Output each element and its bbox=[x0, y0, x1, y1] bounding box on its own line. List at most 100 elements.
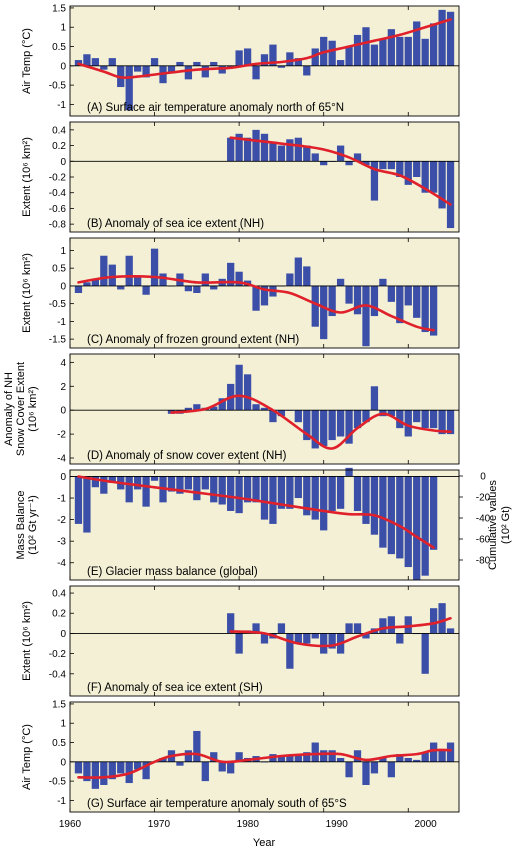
data-bar bbox=[294, 257, 302, 286]
x-tick-label: 1990 bbox=[326, 819, 349, 830]
trend-line bbox=[229, 136, 452, 206]
data-bar bbox=[260, 476, 269, 520]
data-bar bbox=[336, 278, 345, 286]
data-bar bbox=[413, 161, 421, 177]
data-bar bbox=[252, 129, 260, 162]
data-bar bbox=[320, 476, 328, 531]
data-bar bbox=[125, 65, 133, 111]
panel-a: 1.5 1 0.5 0 -0.5 -1 Air Temp (°C) (A) Surface a… bbox=[21, 3, 460, 117]
data-bar bbox=[294, 58, 302, 66]
data-bar bbox=[404, 161, 412, 185]
data-bar bbox=[320, 410, 328, 447]
data-bar bbox=[345, 761, 353, 778]
data-bar bbox=[243, 48, 252, 66]
data-bar bbox=[446, 161, 455, 229]
data-bar bbox=[167, 476, 176, 492]
data-bar bbox=[176, 61, 184, 66]
data-bar bbox=[294, 476, 302, 499]
data-bar bbox=[201, 273, 209, 286]
data-bar bbox=[336, 410, 345, 437]
y-tick-label: 1 bbox=[60, 246, 66, 257]
data-bar bbox=[345, 46, 353, 66]
data-bar bbox=[311, 153, 319, 162]
data-bar bbox=[421, 38, 429, 66]
data-bar bbox=[311, 476, 319, 520]
data-bar bbox=[142, 285, 150, 295]
y-axis-title: Anomaly of NH bbox=[3, 372, 15, 446]
y-tick-label: -1 bbox=[57, 494, 66, 505]
data-bar bbox=[336, 757, 345, 762]
data-bar bbox=[269, 141, 277, 162]
panel-caption: (A) Surface air temperature anomaly nort… bbox=[87, 102, 344, 114]
data-bar bbox=[370, 476, 379, 535]
data-bar bbox=[210, 61, 218, 66]
panel-frame bbox=[69, 5, 460, 117]
data-bar bbox=[413, 285, 421, 318]
data-bar bbox=[91, 58, 99, 66]
panel-frame bbox=[69, 585, 460, 697]
data-bar bbox=[252, 65, 260, 80]
data-bar bbox=[184, 285, 193, 292]
data-bar bbox=[235, 271, 243, 286]
data-bar bbox=[387, 761, 395, 778]
trend-line bbox=[77, 18, 452, 80]
data-bar bbox=[404, 36, 412, 66]
data-bar bbox=[235, 476, 243, 514]
data-bar bbox=[243, 374, 252, 411]
data-bar bbox=[320, 633, 328, 654]
y-tick-label: -0.2 bbox=[49, 649, 67, 660]
data-bar bbox=[286, 633, 294, 669]
y-tick-label: 0.4 bbox=[52, 125, 66, 136]
data-bar bbox=[387, 616, 395, 634]
y-tick-label: -1 bbox=[57, 317, 66, 328]
data-bar bbox=[404, 476, 412, 568]
data-bar bbox=[193, 476, 201, 501]
data-bar bbox=[370, 386, 379, 411]
y-tick-label: 0.5 bbox=[52, 264, 66, 275]
y-tick-label: 1 bbox=[60, 23, 66, 34]
data-bar bbox=[429, 742, 438, 762]
data-bar bbox=[370, 44, 379, 66]
data-bar bbox=[379, 38, 387, 66]
data-bar bbox=[184, 407, 193, 411]
y-axis-title: Extent (10⁶ km²) bbox=[21, 253, 33, 333]
y-tick-label: 1 bbox=[60, 719, 66, 730]
data-bar bbox=[125, 476, 133, 503]
data-bar bbox=[387, 161, 395, 170]
y-tick-label: 0 bbox=[60, 157, 66, 168]
data-bar bbox=[117, 285, 125, 290]
data-bar bbox=[193, 61, 201, 66]
x-axis: 1960 1970 1980 1990 2000 Year bbox=[59, 819, 437, 849]
data-bar bbox=[438, 161, 446, 209]
y-tick-label: -0.5 bbox=[49, 81, 67, 92]
data-bar bbox=[235, 133, 243, 162]
y-tick-label: -2 bbox=[57, 430, 66, 441]
data-bar bbox=[413, 759, 421, 762]
panels-layer: 1.5 1 0.5 0 -0.5 -1 Air Temp (°C) (A) Surface a… bbox=[3, 3, 512, 813]
y-tick-label: 0 bbox=[60, 629, 66, 640]
data-bar bbox=[193, 285, 201, 293]
x-tick-label: 1960 bbox=[59, 819, 82, 830]
y-axis-title: Air Temp (°C) bbox=[21, 28, 33, 94]
y-axis-title: Snow Cover Extent bbox=[15, 362, 27, 456]
y2-tick-label: 0 bbox=[480, 472, 486, 483]
data-bar bbox=[277, 476, 286, 509]
data-bar bbox=[303, 266, 311, 286]
data-bar bbox=[210, 476, 218, 503]
data-bar bbox=[100, 65, 108, 70]
data-bar bbox=[303, 145, 311, 162]
data-bar bbox=[362, 633, 370, 639]
y-tick-label: 0.2 bbox=[52, 141, 66, 152]
trend-line bbox=[77, 275, 435, 332]
data-bar bbox=[108, 761, 116, 780]
data-bar bbox=[91, 476, 99, 488]
data-bar bbox=[438, 603, 446, 634]
data-bar bbox=[311, 285, 319, 327]
data-bar bbox=[74, 285, 83, 293]
data-bar bbox=[252, 404, 260, 411]
data-bar bbox=[134, 761, 142, 770]
data-bar bbox=[413, 410, 421, 423]
panel-caption: (B) Anomaly of sea ice extent (NH) bbox=[87, 218, 264, 230]
data-bar bbox=[243, 476, 252, 503]
